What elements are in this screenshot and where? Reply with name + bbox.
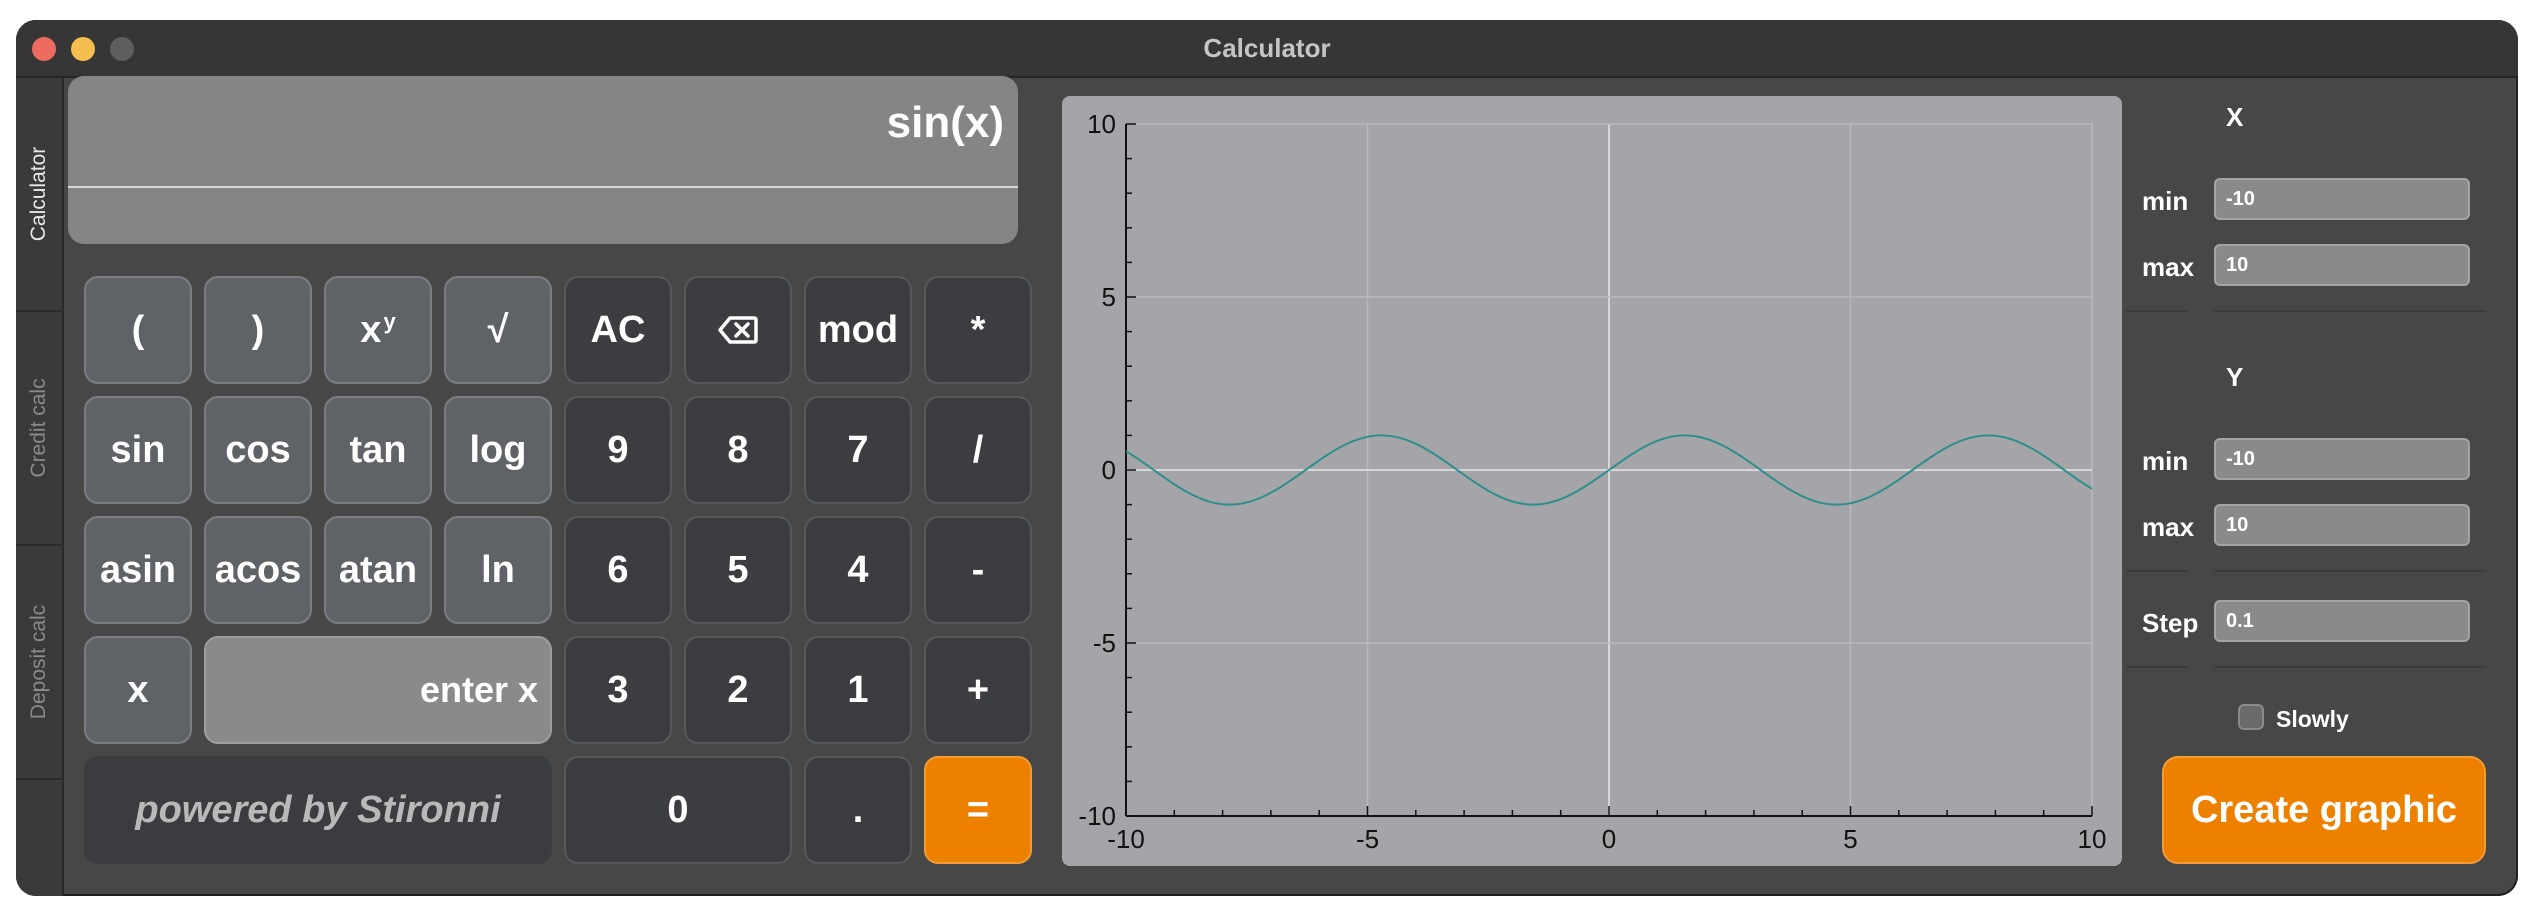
x-tick-label: -5	[1356, 824, 1379, 854]
multiply-button[interactable]: *	[924, 276, 1032, 384]
display-separator	[68, 186, 1018, 188]
x-tick-label: -10	[1107, 824, 1145, 854]
y-tick-label: 10	[1087, 109, 1116, 139]
digit-3-button[interactable]: 3	[564, 636, 672, 744]
x-tick-label: 10	[2078, 824, 2107, 854]
y-section-divider-left	[2126, 570, 2188, 572]
graph-canvas: -10 -5 0 5 10 10 5 0 -5 -10	[1078, 109, 2107, 854]
atan-button[interactable]: atan	[324, 516, 432, 624]
minus-button[interactable]: -	[924, 516, 1032, 624]
close-paren-button[interactable]: )	[204, 276, 312, 384]
slowly-label: Slowly	[2276, 706, 2349, 732]
digit-4-button[interactable]: 4	[804, 516, 912, 624]
x-tick-label: 5	[1843, 824, 1857, 854]
open-paren-button[interactable]: (	[84, 276, 192, 384]
side-tab-bar: Calculator Credit calc Deposit calc	[16, 78, 64, 896]
y-tick-label: -10	[1078, 801, 1116, 831]
y-min-label: min	[2142, 446, 2189, 476]
minimize-window-button[interactable]	[71, 37, 95, 61]
all-clear-button[interactable]: AC	[564, 276, 672, 384]
y-tick-label: 5	[1102, 282, 1116, 312]
power-base: x	[360, 308, 382, 351]
mod-button[interactable]: mod	[804, 276, 912, 384]
tab-calculator-label: Calculator	[27, 146, 50, 242]
close-window-button[interactable]	[32, 37, 56, 61]
y-section-divider-right	[2214, 570, 2486, 572]
x-variable-button[interactable]: x	[84, 636, 192, 744]
x-min-input[interactable]	[2214, 178, 2470, 220]
digit-5-button[interactable]: 5	[684, 516, 792, 624]
create-graphic-button[interactable]: Create graphic	[2162, 756, 2486, 864]
y-tick-label: 0	[1102, 455, 1116, 485]
x-range-heading: X	[2226, 102, 2244, 132]
step-label: Step	[2142, 608, 2199, 638]
x-max-label: max	[2142, 252, 2195, 282]
tab-deposit-calc[interactable]: Deposit calc	[16, 546, 62, 780]
divide-button[interactable]: /	[924, 396, 1032, 504]
digit-9-button[interactable]: 9	[564, 396, 672, 504]
plus-button[interactable]: +	[924, 636, 1032, 744]
digit-7-button[interactable]: 7	[804, 396, 912, 504]
function-curve	[1125, 434, 2093, 506]
function-graph[interactable]: -10 -5 0 5 10 10 5 0 -5 -10	[1062, 96, 2122, 866]
digit-6-button[interactable]: 6	[564, 516, 672, 624]
sqrt-button[interactable]: √	[444, 276, 552, 384]
asin-button[interactable]: asin	[84, 516, 192, 624]
digit-0-button[interactable]: 0	[564, 756, 792, 864]
tan-button[interactable]: tan	[324, 396, 432, 504]
ln-button[interactable]: ln	[444, 516, 552, 624]
sin-button[interactable]: sin	[84, 396, 192, 504]
digit-1-button[interactable]: 1	[804, 636, 912, 744]
step-divider-left	[2126, 666, 2188, 668]
x-min-label: min	[2142, 186, 2189, 216]
digit-2-button[interactable]: 2	[684, 636, 792, 744]
step-divider-right	[2214, 666, 2486, 668]
window-title: Calculator	[1203, 33, 1331, 63]
tab-calculator[interactable]: Calculator	[16, 78, 62, 312]
zoom-window-button[interactable]	[110, 37, 134, 61]
expression-display[interactable]: sin(x)	[68, 76, 1018, 244]
powered-by-label: powered by Stironni	[84, 756, 552, 864]
x-section-divider-left	[2126, 310, 2188, 312]
expression-text: sin(x)	[886, 98, 1004, 147]
decimal-point-button[interactable]: .	[804, 756, 912, 864]
log-button[interactable]: log	[444, 396, 552, 504]
backspace-icon	[718, 316, 758, 344]
y-max-input[interactable]	[2214, 504, 2470, 546]
tab-credit-calc[interactable]: Credit calc	[16, 312, 62, 546]
y-max-label: max	[2142, 512, 2195, 542]
x-section-divider-right	[2214, 310, 2486, 312]
y-range-heading: Y	[2226, 362, 2244, 392]
x-value-field[interactable]	[204, 636, 552, 744]
slowly-checkbox[interactable]	[2238, 704, 2264, 730]
y-tick-label: -5	[1093, 628, 1116, 658]
x-value-input[interactable]	[206, 638, 550, 742]
step-input[interactable]	[2214, 600, 2470, 642]
title-bar: Calculator	[16, 20, 2518, 78]
cos-button[interactable]: cos	[204, 396, 312, 504]
tab-credit-calc-label: Credit calc	[27, 378, 50, 478]
backspace-button[interactable]	[684, 276, 792, 384]
acos-button[interactable]: acos	[204, 516, 312, 624]
x-max-input[interactable]	[2214, 244, 2470, 286]
digit-8-button[interactable]: 8	[684, 396, 792, 504]
equals-button[interactable]: =	[924, 756, 1032, 864]
x-tick-label: 0	[1602, 824, 1616, 854]
power-exponent: y	[383, 309, 396, 334]
y-min-input[interactable]	[2214, 438, 2470, 480]
tab-deposit-calc-label: Deposit calc	[27, 604, 50, 720]
